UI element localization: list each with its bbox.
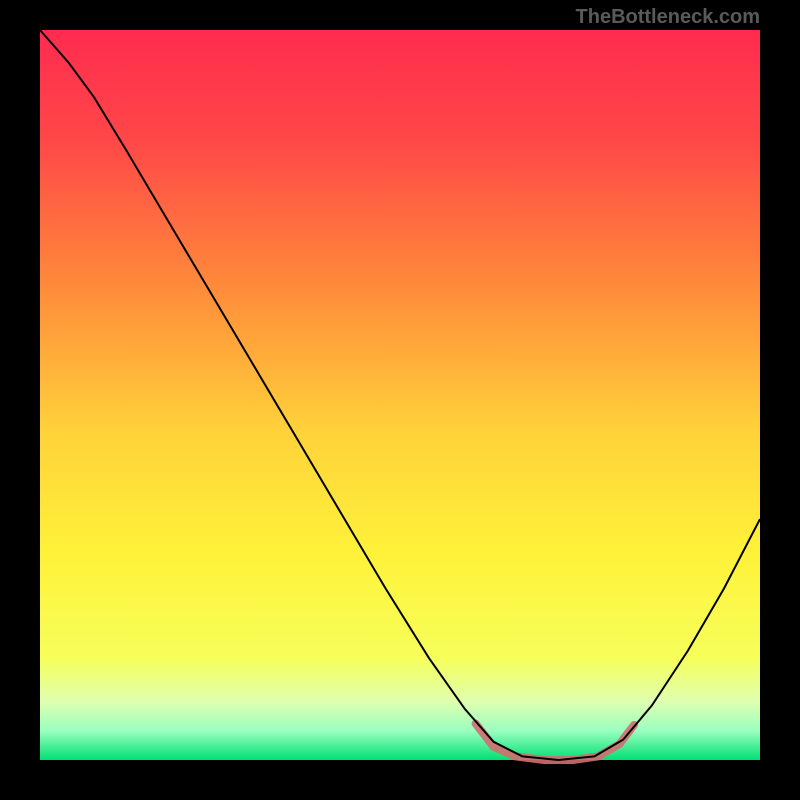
watermark-text: TheBottleneck.com [576, 6, 760, 29]
plot-background [40, 30, 760, 760]
chart-container: TheBottleneck.com [0, 0, 800, 800]
chart-svg [0, 0, 800, 800]
